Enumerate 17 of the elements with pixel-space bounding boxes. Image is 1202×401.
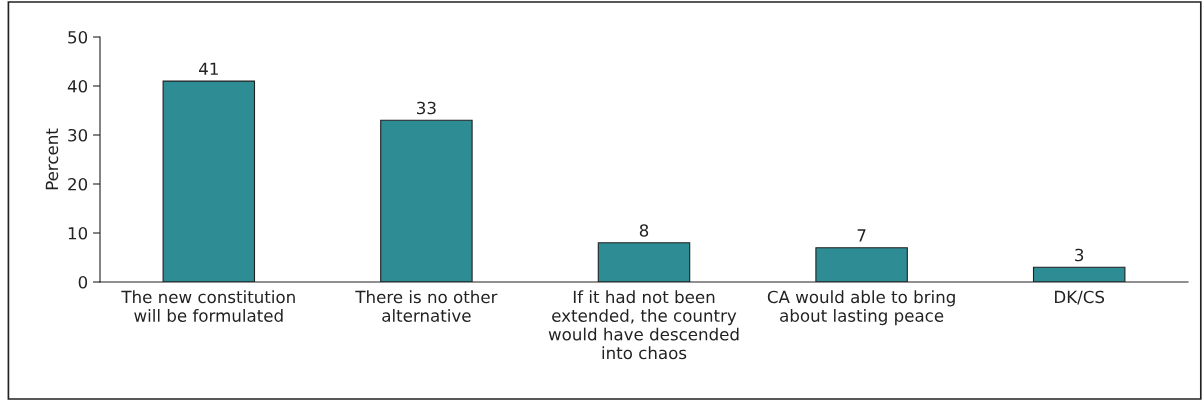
- y-tick-label: 30: [68, 128, 88, 142]
- data-label: 7: [857, 229, 866, 242]
- x-tick-label: There is no other alternative: [355, 290, 498, 322]
- data-label: 8: [639, 224, 649, 237]
- x-tick-label: If it had not been extended, the country would have descended into chaos: [548, 290, 739, 360]
- x-tick-label: DK/CS: [1055, 290, 1105, 305]
- data-label: 33: [417, 101, 436, 115]
- y-axis-title: Percent: [45, 128, 59, 190]
- y-tick-label: 40: [67, 79, 88, 93]
- y-tick-label: 50: [68, 30, 88, 44]
- data-label: 41: [199, 62, 218, 75]
- data-label: 3: [1075, 248, 1084, 262]
- y-tick-label: 20: [68, 177, 88, 191]
- y-tick-label: 0: [78, 275, 88, 289]
- y-tick-label: 10: [68, 226, 88, 240]
- x-tick-label: CA would able to bring about lasting peace: [767, 290, 955, 326]
- x-tick-label: The new constitution will be formulated: [121, 290, 295, 322]
